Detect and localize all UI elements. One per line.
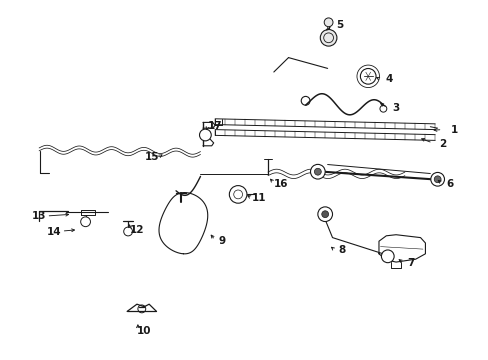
Text: 9: 9 bbox=[219, 236, 225, 246]
Circle shape bbox=[81, 217, 90, 227]
Text: 17: 17 bbox=[207, 121, 222, 131]
Text: 14: 14 bbox=[46, 227, 61, 237]
Text: 13: 13 bbox=[32, 211, 46, 221]
Circle shape bbox=[314, 168, 321, 175]
Circle shape bbox=[433, 176, 440, 183]
Circle shape bbox=[199, 129, 211, 141]
Text: 6: 6 bbox=[446, 179, 452, 189]
Circle shape bbox=[381, 250, 393, 263]
Circle shape bbox=[321, 211, 328, 218]
Circle shape bbox=[310, 165, 325, 179]
Text: 1: 1 bbox=[450, 125, 457, 135]
Circle shape bbox=[430, 172, 444, 186]
Circle shape bbox=[123, 227, 132, 236]
Text: 5: 5 bbox=[336, 20, 343, 30]
Circle shape bbox=[317, 207, 332, 221]
Text: 3: 3 bbox=[392, 103, 399, 113]
Circle shape bbox=[324, 18, 332, 27]
Text: 7: 7 bbox=[406, 258, 414, 268]
Text: 12: 12 bbox=[129, 225, 144, 235]
Circle shape bbox=[229, 186, 246, 203]
Circle shape bbox=[320, 30, 336, 46]
Text: 10: 10 bbox=[137, 326, 151, 336]
Text: 2: 2 bbox=[438, 139, 445, 149]
Text: 8: 8 bbox=[338, 245, 345, 255]
Text: 15: 15 bbox=[144, 152, 159, 162]
Text: 11: 11 bbox=[251, 193, 266, 203]
Text: 4: 4 bbox=[384, 74, 392, 84]
Text: 16: 16 bbox=[273, 179, 288, 189]
